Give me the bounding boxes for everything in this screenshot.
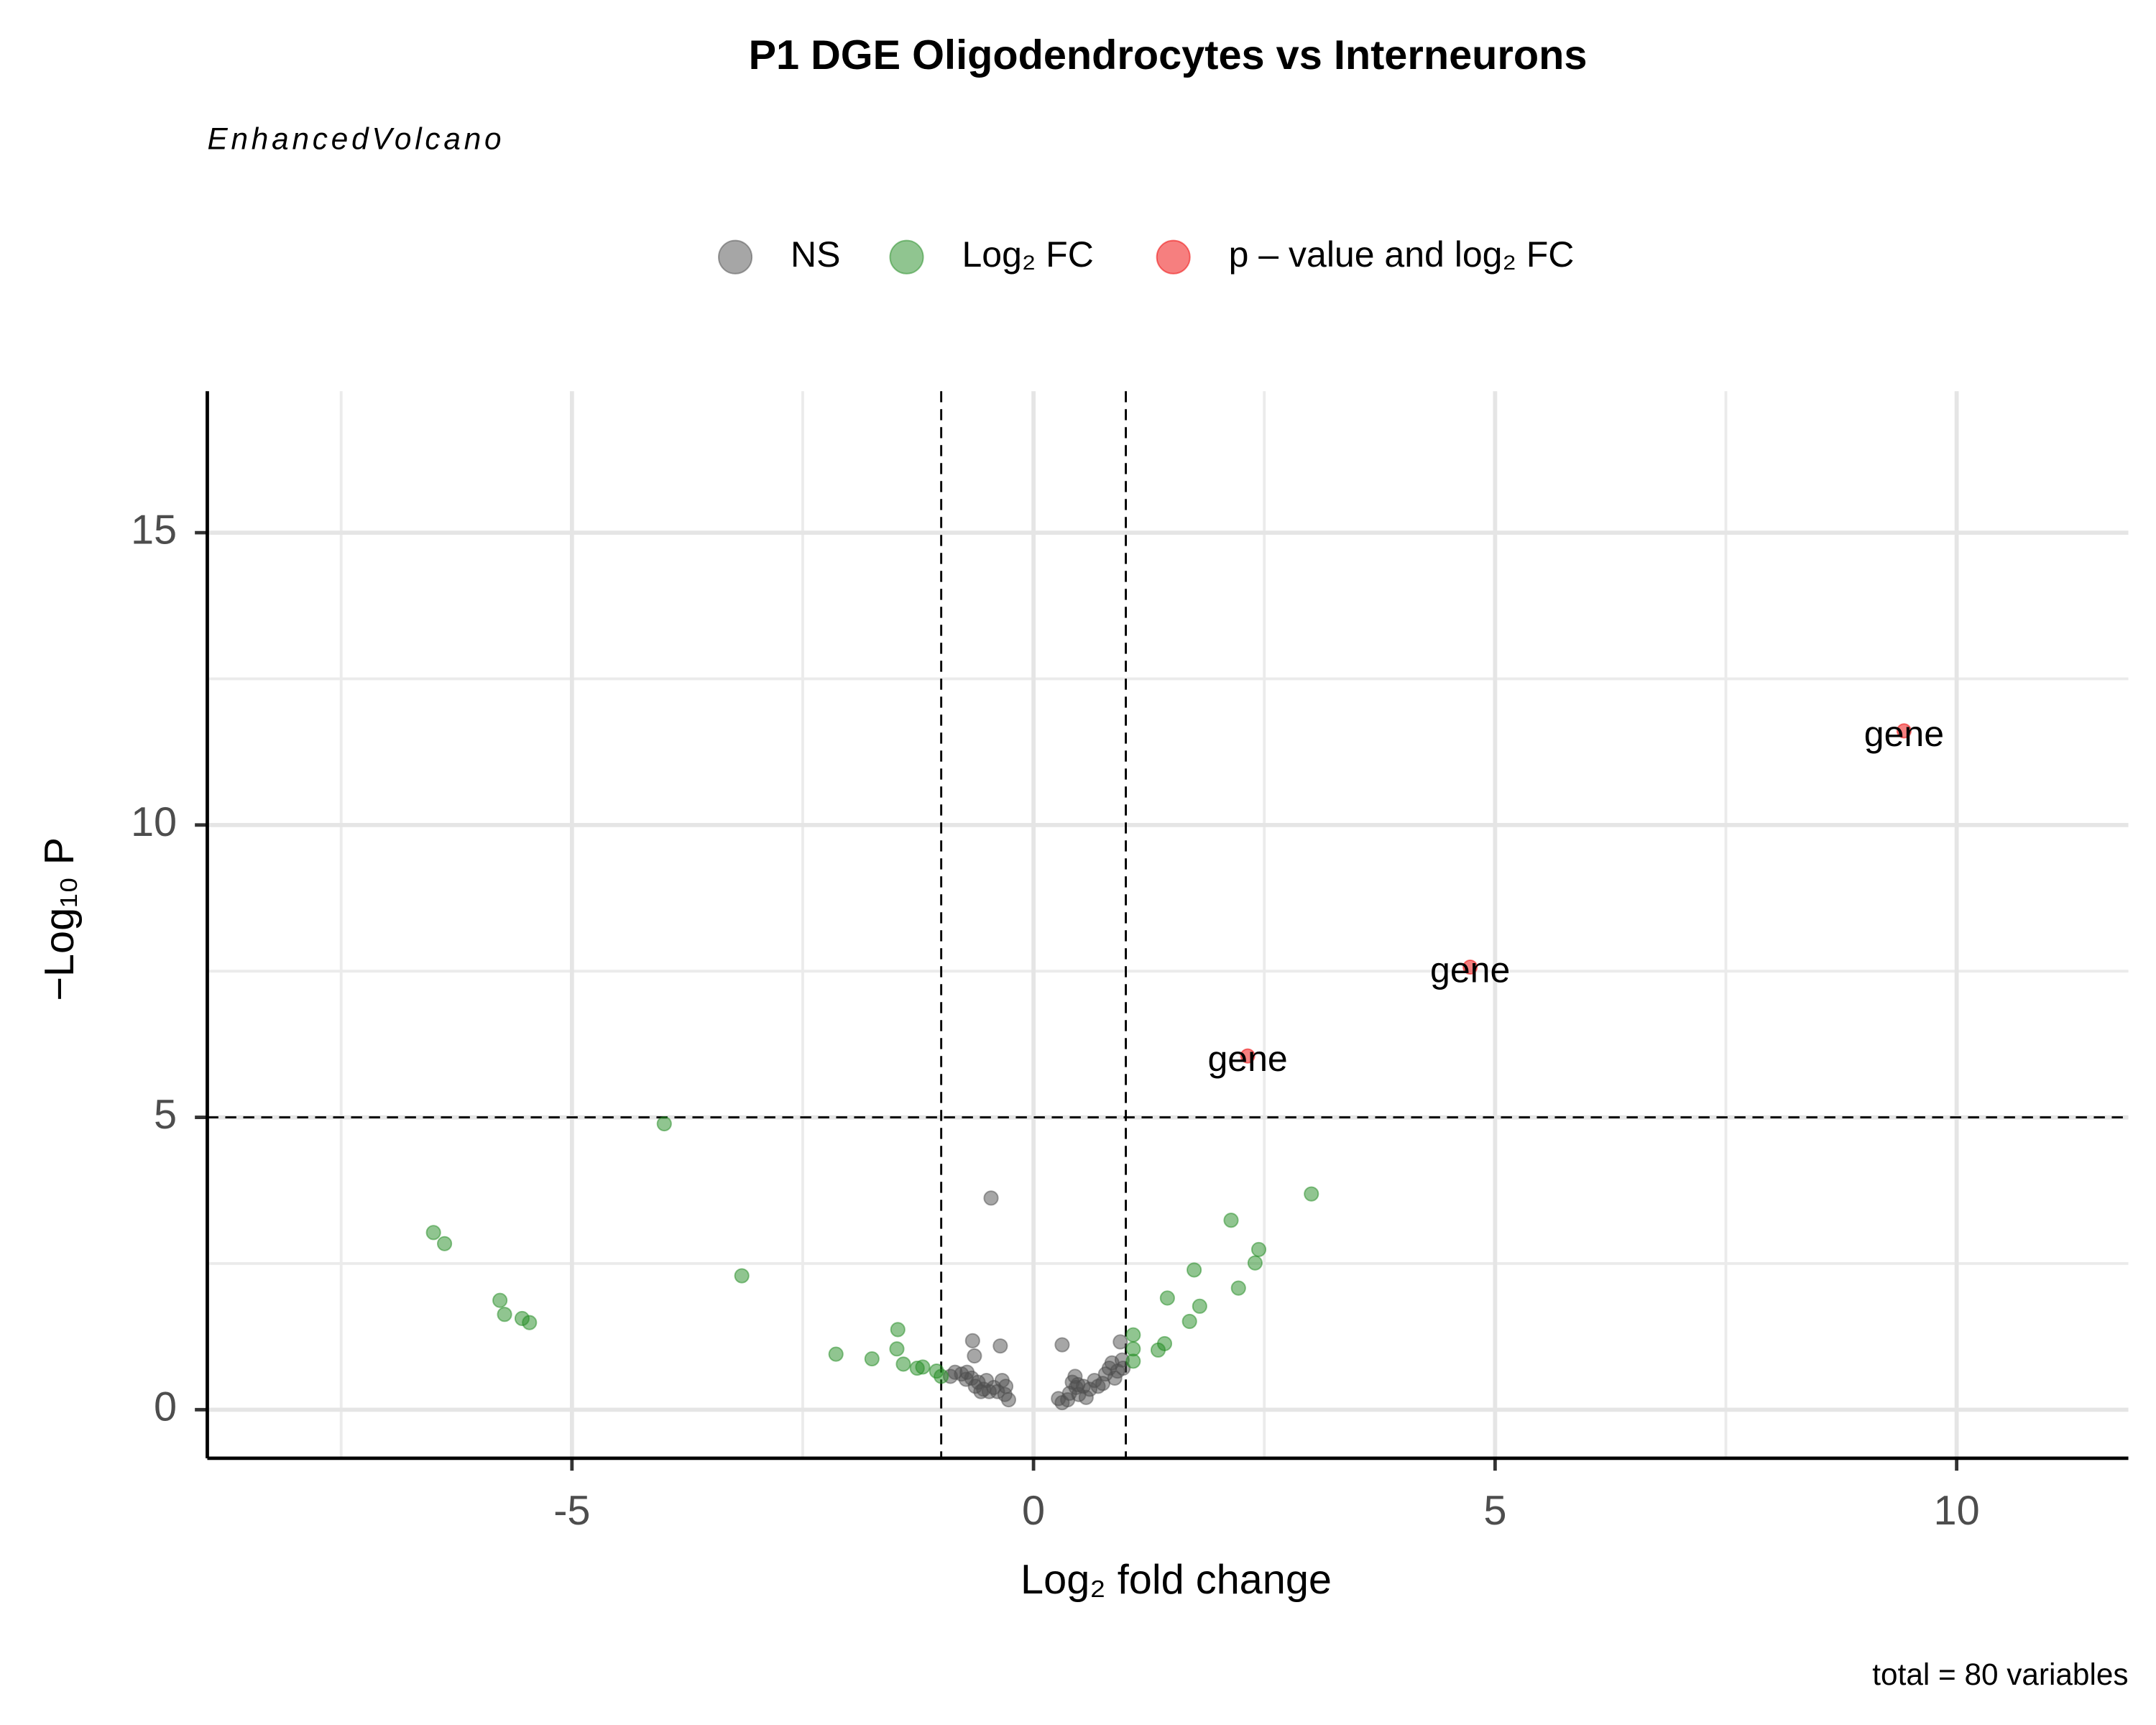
point [1000, 1392, 1016, 1408]
point [425, 1225, 441, 1241]
point [1159, 1290, 1175, 1306]
chart-subtitle: EnhancedVolcano [207, 121, 505, 155]
point-label: gene [1207, 1039, 1287, 1079]
point [1240, 1048, 1256, 1064]
point-label: gene [1864, 714, 1944, 754]
x-axis-title: Log₂ fold change [1021, 1557, 1332, 1603]
point [895, 1356, 911, 1372]
point [864, 1351, 880, 1367]
y-tick-label: 0 [154, 1384, 177, 1430]
point [1070, 1376, 1086, 1392]
legend-label: p – value and log₂ FC [1229, 234, 1575, 275]
point [1187, 1262, 1202, 1278]
point [497, 1307, 512, 1322]
y-axis-title: −Log₁₀ P [37, 837, 83, 1001]
point [1462, 959, 1478, 975]
legend-marker [718, 239, 753, 275]
point [992, 1338, 1008, 1354]
point [934, 1368, 949, 1384]
legend-marker [889, 239, 924, 275]
y-tick-label: 15 [131, 507, 177, 553]
y-tick-label: 5 [154, 1092, 177, 1138]
x-tick-label: 10 [1934, 1488, 1980, 1534]
point [437, 1236, 453, 1251]
point [1054, 1337, 1070, 1353]
point [964, 1333, 980, 1348]
legend-marker [1156, 239, 1191, 275]
point [890, 1322, 906, 1338]
caption: total = 80 variables [1872, 1657, 2128, 1691]
point [1230, 1280, 1246, 1296]
point [967, 1348, 982, 1364]
point [734, 1268, 750, 1284]
point [889, 1341, 905, 1357]
point [1304, 1186, 1319, 1202]
point [1112, 1334, 1128, 1350]
point [1097, 1366, 1113, 1382]
point [828, 1346, 844, 1362]
y-tick-label: 10 [131, 799, 177, 845]
point [1181, 1313, 1197, 1330]
point-label: gene [1430, 949, 1510, 990]
x-tick-label: -5 [553, 1488, 590, 1534]
point [983, 1190, 999, 1206]
point [1156, 1335, 1173, 1351]
point [1250, 1241, 1267, 1258]
legend-label: NS [791, 234, 840, 275]
point [1125, 1327, 1141, 1343]
point [1896, 723, 1912, 739]
x-tick-label: 5 [1483, 1488, 1506, 1534]
x-tick-label: 0 [1022, 1488, 1045, 1534]
point [492, 1292, 508, 1308]
point [998, 1379, 1014, 1394]
point [976, 1381, 992, 1397]
point [1223, 1213, 1239, 1228]
point [1192, 1298, 1207, 1314]
legend-label: Log₂ FC [962, 234, 1093, 275]
chart-title: P1 DGE Oligodendrocytes vs Interneurons [749, 32, 1588, 78]
point [1247, 1255, 1263, 1271]
point [1125, 1353, 1141, 1369]
point [915, 1359, 931, 1375]
point [1060, 1392, 1076, 1408]
point [522, 1315, 538, 1330]
point [656, 1116, 672, 1132]
